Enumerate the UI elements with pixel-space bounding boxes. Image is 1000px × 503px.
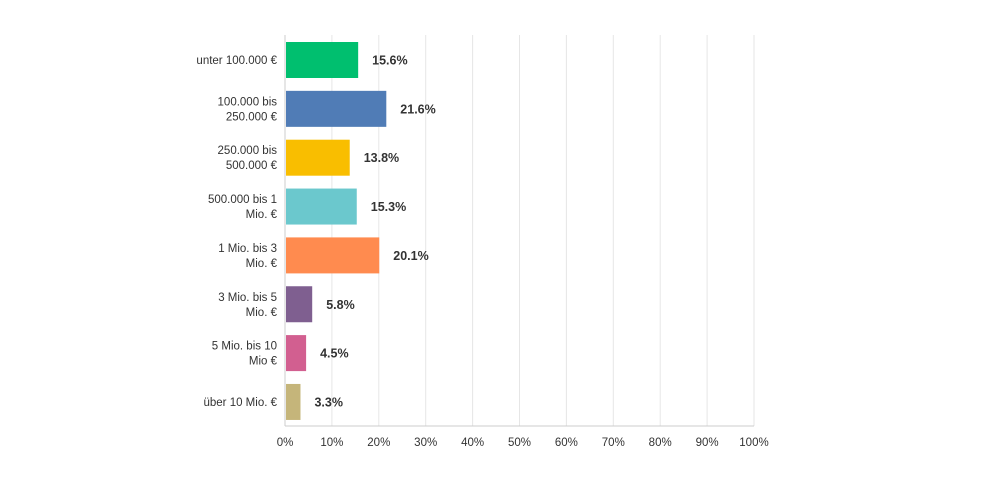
category-label-line: 500.000 € (226, 160, 278, 172)
labels: 0% 10% 20% 30% 40% 50% 60% 70% 80% 90% 100% 15.6% un… (196, 54, 768, 450)
category-label-line: Mio € (249, 356, 278, 368)
x-tick-label: 50% (508, 437, 531, 449)
category-label-line: 100.000 bis (218, 96, 278, 108)
data-label: 3.3% (314, 395, 343, 409)
x-tick-label: 60% (555, 437, 578, 449)
category-label: 3 Mio. bis 5 Mio. € (218, 292, 277, 319)
category-label: 1 Mio. bis 3 Mio. € (218, 243, 277, 270)
category-label-line: über 10 Mio. € (203, 397, 277, 409)
x-tick-label: 80% (649, 437, 672, 449)
category-label-line: 250.000 bis (218, 145, 278, 157)
category-label: 500.000 bis 1 Mio. € (208, 194, 278, 221)
category-label: über 10 Mio. € (203, 397, 277, 409)
data-label: 13.8% (364, 151, 399, 165)
x-tick-label: 30% (414, 437, 437, 449)
category-label-line: unter 100.000 € (196, 55, 277, 67)
x-tick-label: 20% (367, 437, 390, 449)
category-label-line: Mio. € (246, 209, 278, 221)
axes (284, 35, 754, 427)
bar (286, 286, 313, 323)
category-label-line: 500.000 bis 1 (208, 194, 277, 206)
category-label-line: Mio. € (246, 258, 278, 270)
category-label-line: 5 Mio. bis 10 (212, 341, 277, 353)
category-label: unter 100.000 € (196, 55, 277, 67)
category-label-line: 1 Mio. bis 3 (218, 243, 277, 255)
category-label-line: 3 Mio. bis 5 (218, 292, 277, 304)
data-label: 15.6% (372, 54, 407, 68)
category-label: 250.000 bis 500.000 € (218, 145, 278, 172)
bar (286, 335, 307, 372)
x-tick-label: 100% (739, 437, 768, 449)
category-label: 100.000 bis 250.000 € (218, 96, 278, 123)
x-tick-label: 40% (461, 437, 484, 449)
x-tick-label: 10% (320, 437, 343, 449)
bars (286, 42, 387, 420)
bar (286, 188, 357, 225)
data-label: 4.5% (320, 347, 349, 361)
grid (331, 35, 755, 426)
x-tick-label: 70% (602, 437, 625, 449)
data-label: 5.8% (326, 298, 355, 312)
category-label-line: Mio. € (246, 307, 278, 319)
bar (286, 383, 301, 420)
data-label: 20.1% (393, 249, 428, 263)
bar (286, 42, 359, 78)
x-tick-label: 90% (696, 437, 719, 449)
bar (286, 139, 350, 176)
bar (286, 237, 380, 274)
data-label: 15.3% (371, 200, 406, 214)
bar (286, 90, 387, 127)
category-label: 5 Mio. bis 10 Mio € (212, 341, 278, 368)
x-tick-label: 0% (277, 437, 294, 449)
category-label-line: 250.000 € (226, 111, 278, 123)
data-label: 21.6% (400, 102, 435, 116)
